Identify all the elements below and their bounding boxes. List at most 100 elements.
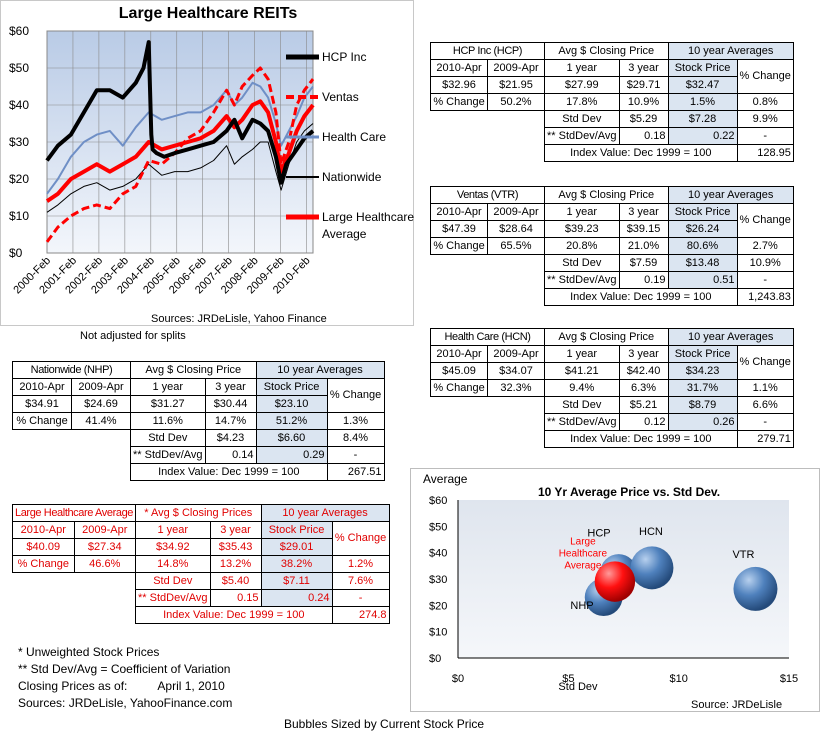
- cell-c1: 2010-Apr: [430, 345, 488, 363]
- cell-empty: [13, 607, 75, 624]
- cell-q4: 13.2%: [209, 555, 262, 573]
- table-row: ** StdDev/Avg 0.19 0.51-: [431, 271, 794, 289]
- cell-s4: $5.40: [209, 572, 262, 590]
- cell-c3: 1 year: [135, 521, 211, 539]
- cell-cv_lbl: ** StdDev/Avg: [135, 589, 211, 607]
- table-row: Std Dev $7.59 $13.48 10.9%: [431, 254, 794, 272]
- cell-c1: 2010-Apr: [430, 59, 488, 77]
- cell-s4: $4.23: [204, 429, 257, 447]
- table-row: Large Healthcare Average * Avg $ Closing …: [11, 504, 390, 522]
- cell-avg_hdr: Avg $ Closing Price: [544, 186, 669, 204]
- cell-empty: [488, 128, 545, 145]
- cell-idx_lbl: Index Value: Dec 1999 = 100: [544, 144, 738, 162]
- line-chart-title: Large Healthcare REITs: [118, 5, 298, 22]
- cell-empty: [488, 414, 545, 431]
- table-row: $40.09 $27.34 $34.92 $35.43 $29.01: [12, 538, 390, 556]
- y-tick-label: $10: [429, 627, 447, 639]
- cell-v4: 0.12: [618, 413, 669, 431]
- cell-p5: $23.10: [255, 395, 328, 413]
- cell-c6: % Change: [736, 203, 794, 238]
- cell-empty: [431, 272, 488, 289]
- cell-empty: [431, 431, 488, 448]
- legend-label: Average: [322, 227, 367, 241]
- cell-q5: 31.7%: [667, 379, 738, 397]
- cell-empty: [488, 255, 545, 272]
- legend-label: HCP Inc: [322, 50, 366, 64]
- cell-c3: 1 year: [544, 59, 620, 77]
- bubble-label: NHP: [570, 600, 593, 612]
- bubble-label: Average: [564, 561, 602, 572]
- y-tick-label: $60: [429, 495, 447, 507]
- cell-q3: 17.8%: [544, 93, 620, 111]
- cell-s4: $5.21: [618, 396, 669, 414]
- cell-v4: 0.19: [618, 271, 669, 289]
- cell-c5: Stock Price: [667, 59, 738, 77]
- cell-q6: 7.6%: [331, 572, 390, 590]
- cell-pc_lbl: % Change: [12, 412, 72, 430]
- table-row: Std Dev $5.40 $7.11 7.6%: [13, 572, 390, 590]
- x-tick-label: $5: [562, 673, 574, 685]
- cell-v5: 0.24: [260, 589, 333, 607]
- cell-q3: 20.8%: [544, 237, 620, 255]
- cell-q3: 11.6%: [130, 412, 206, 430]
- cell-q2: 41.4%: [71, 412, 131, 430]
- cell-s4: $7.59: [618, 254, 669, 272]
- cell-p1: $45.09: [430, 362, 488, 380]
- table-row: % Change 50.2% 17.8% 10.9% 1.5% 0.8%: [430, 93, 794, 111]
- hcn-table: Health Care (HCN) Avg $ Closing Price 10 y…: [430, 328, 794, 448]
- cell-sd_lbl: Std Dev: [544, 396, 620, 414]
- cell-yr10_hdr: 10 year Averages: [667, 186, 794, 204]
- cell-v6: -: [736, 413, 794, 431]
- series-line: [45, 40, 315, 185]
- table-row: 2010-Apr 2009-Apr 1 year 3 year Stock Price%…: [430, 203, 794, 238]
- cell-p5: $32.47: [667, 76, 738, 94]
- cell-empty: [13, 430, 72, 447]
- cell-p2: $28.64: [487, 220, 545, 238]
- cell-pc_lbl: % Change: [430, 379, 488, 397]
- cell-c1: 2010-Apr: [430, 203, 488, 221]
- cell-q6: 0.8%: [736, 93, 794, 111]
- y-tick-label: $40: [429, 548, 447, 560]
- cell-c1: 2010-Apr: [12, 521, 75, 539]
- cell-s5: $7.28: [667, 110, 738, 128]
- cell-p5: $26.24: [667, 220, 738, 238]
- table-row: ** StdDev/Avg 0.12 0.26-: [431, 413, 794, 431]
- cell-idx: 1,243.83: [736, 288, 794, 306]
- table-row: 2010-Apr 2009-Apr 1 year 3 year Stock Price%…: [430, 345, 794, 380]
- cell-c4: 3 year: [618, 345, 669, 363]
- cell-p5: $34.23: [667, 362, 738, 380]
- cell-idx_lbl: Index Value: Dec 1999 = 100: [544, 288, 738, 306]
- cell-name: Nationwide (NHP): [12, 361, 131, 379]
- cell-idx: 267.51: [326, 463, 385, 481]
- cell-empty: [488, 397, 545, 414]
- cell-pc_lbl: % Change: [12, 555, 75, 573]
- cell-yr10_hdr: 10 year Averages: [667, 42, 794, 60]
- cell-empty: [488, 289, 545, 306]
- cell-name: Ventas (VTR): [430, 186, 545, 204]
- table-row: HCP Inc (HCP) Avg $ Closing Price 10 year …: [430, 42, 794, 60]
- y-tick-label: $60: [9, 24, 29, 38]
- cell-s5: $6.60: [255, 429, 328, 447]
- cell-c6: % Change: [331, 521, 390, 556]
- cell-idx: 128.95: [736, 144, 794, 162]
- cell-c5: Stock Price: [667, 345, 738, 363]
- cell-c6: % Change: [326, 378, 385, 413]
- cell-cv_lbl: ** StdDev/Avg: [130, 446, 206, 464]
- cell-q6: 1.2%: [331, 555, 390, 573]
- table-row: Index Value: Dec 1999 = 100 279.71: [431, 430, 794, 448]
- cell-empty: [13, 573, 75, 590]
- series-line: [46, 81, 314, 195]
- cell-avg_hdr: Avg $ Closing Price: [544, 328, 669, 346]
- bubble-chart-title: 10 Yr Average Price vs. Std Dev.: [538, 485, 720, 499]
- average-table: Large Healthcare Average * Avg $ Closing …: [11, 504, 390, 624]
- cell-v4: 0.18: [618, 127, 669, 145]
- series-line: [46, 123, 314, 213]
- x-tick-label: $0: [452, 673, 464, 685]
- cell-cv_lbl: ** StdDev/Avg: [544, 271, 620, 289]
- cell-q2: 32.3%: [487, 379, 545, 397]
- footnotes: * Unweighted Stock Prices ** Std Dev/Avg…: [18, 644, 232, 712]
- cell-q6: 9.9%: [736, 110, 794, 128]
- cell-empty: [431, 289, 488, 306]
- table-row: ** StdDev/Avg 0.18 0.22-: [431, 127, 794, 145]
- table-row: $32.96 $21.95 $27.99 $29.71 $32.47: [430, 76, 794, 94]
